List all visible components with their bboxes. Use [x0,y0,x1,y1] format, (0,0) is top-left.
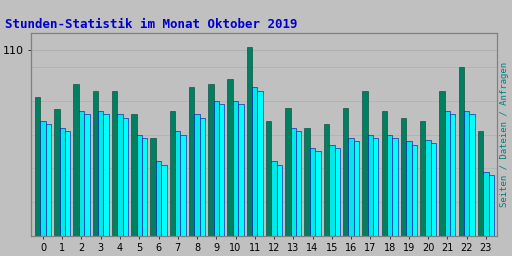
Bar [439,91,445,236]
Text: Stunden-Statistik im Monat Oktober 2019: Stunden-Statistik im Monat Oktober 2019 [5,18,297,31]
Bar [247,47,252,236]
Bar [310,148,315,236]
Bar [329,145,334,236]
Bar [79,111,84,236]
Bar [65,131,70,236]
Bar [233,101,238,236]
Bar [238,104,244,236]
Bar [406,141,412,236]
Bar [189,87,195,236]
Bar [381,111,387,236]
Bar [200,118,205,236]
Bar [296,131,302,236]
Bar [291,128,296,236]
Bar [488,175,494,236]
Bar [117,114,123,236]
Bar [35,98,40,236]
Bar [84,114,90,236]
Bar [266,121,271,236]
Bar [277,165,282,236]
Bar [478,131,483,236]
Bar [59,128,65,236]
Bar [73,84,79,236]
Bar [169,111,175,236]
Bar [315,151,321,236]
Bar [214,101,219,236]
Bar [142,138,147,236]
Bar [324,124,329,236]
Bar [343,108,348,236]
Bar [305,128,310,236]
Bar [227,79,233,236]
Bar [425,140,431,236]
Bar [387,135,392,236]
Bar [180,135,186,236]
Bar [271,162,277,236]
Bar [112,91,117,236]
Bar [219,104,224,236]
Bar [252,87,258,236]
Bar [431,143,436,236]
Bar [137,135,142,236]
Bar [373,138,378,236]
Bar [392,138,398,236]
Bar [161,165,166,236]
Y-axis label: Seiten / Dateien / Anfragen: Seiten / Dateien / Anfragen [500,62,509,207]
Bar [334,148,340,236]
Bar [54,109,59,236]
Bar [123,118,128,236]
Bar [354,141,359,236]
Bar [98,111,103,236]
Bar [362,91,368,236]
Bar [208,84,214,236]
Bar [464,111,470,236]
Bar [348,138,354,236]
Bar [175,131,180,236]
Bar [368,135,373,236]
Bar [420,121,425,236]
Bar [401,118,406,236]
Bar [103,114,109,236]
Bar [412,145,417,236]
Bar [285,108,291,236]
Bar [483,172,488,236]
Bar [46,124,51,236]
Bar [156,162,161,236]
Bar [93,91,98,236]
Bar [131,114,137,236]
Bar [445,111,450,236]
Bar [450,114,456,236]
Bar [40,121,46,236]
Bar [470,114,475,236]
Bar [459,67,464,236]
Bar [151,138,156,236]
Bar [258,91,263,236]
Bar [195,114,200,236]
